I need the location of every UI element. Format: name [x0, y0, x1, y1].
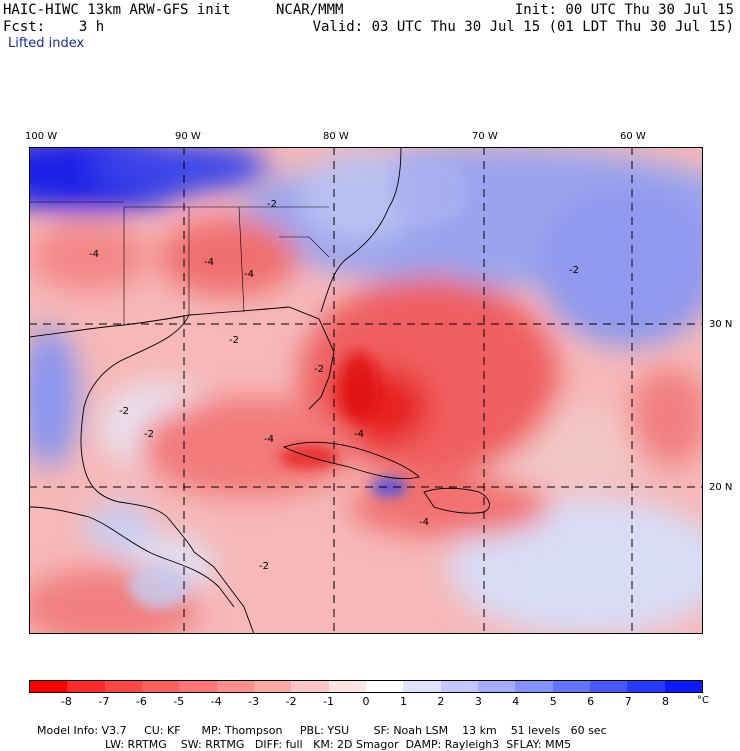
- colorbar-swatch: [67, 681, 105, 692]
- contour-label: -2: [314, 364, 324, 375]
- colorbar-swatch: [291, 681, 329, 692]
- colorbar-swatch: [141, 681, 180, 692]
- colorbar-tick-label: 8: [662, 695, 670, 708]
- colorbar-tick-label: -6: [135, 695, 147, 708]
- colorbar-swatch: [589, 681, 628, 692]
- colorbar-swatch: [30, 681, 68, 692]
- field-name: Lifted index: [8, 36, 85, 51]
- contour-label: -2: [267, 199, 277, 210]
- init-time: Init: 00 UTC Thu 30 Jul 15: [514, 2, 734, 18]
- lifted-index-map: -2 -2 -4 -4 -2 -2 -2 -4 -2 -4 -4 -2 -4: [29, 147, 703, 634]
- contour-label: -4: [89, 249, 99, 260]
- colorbar-swatch: [179, 681, 217, 692]
- levels: 51 levels: [510, 724, 561, 737]
- lat-lon-grid: [29, 147, 703, 634]
- valid-time: Valid: 03 UTC Thu 30 Jul 15 (01 LDT Thu …: [312, 19, 734, 35]
- colorbar-tick-label: 2: [437, 695, 445, 708]
- central-america: [29, 506, 235, 608]
- colorbar-tick-label: 6: [587, 695, 595, 708]
- mp-scheme: MP: Thompson: [201, 724, 283, 737]
- colorbar-tick-label: -2: [285, 695, 297, 708]
- colorbar-swatch: [552, 681, 590, 692]
- colorbar-tick-label: 0: [362, 695, 370, 708]
- colorbar-tick-label: -4: [210, 695, 222, 708]
- colorbar-tick-label: 3: [474, 695, 482, 708]
- lon-label-80w: 80 W: [323, 131, 349, 142]
- org-label: NCAR/MMM: [276, 2, 344, 18]
- cuba: [282, 441, 420, 480]
- colorbar-tick-label: -3: [248, 695, 260, 708]
- contour-label: -2: [229, 335, 239, 346]
- cu-scheme: CU: KF: [144, 724, 181, 737]
- colorbar-tick-label: -7: [98, 695, 110, 708]
- colorbar-swatch: [328, 681, 366, 692]
- colorbar-unit: °C: [697, 695, 709, 706]
- model-info: Model Info: V3.7: [37, 724, 127, 737]
- colorbar-swatch: [515, 681, 553, 692]
- contour-label: -2: [119, 406, 129, 417]
- colorbar-tick-label: -8: [60, 695, 72, 708]
- resolution: 13 km: [462, 724, 497, 737]
- model-title: HAIC-HIWC 13km ARW-GFS init: [3, 2, 231, 18]
- forecast-hour: Fcst: 3 h: [3, 19, 105, 35]
- colorbar-swatch: [664, 681, 702, 692]
- lon-label-60w: 60 W: [620, 131, 646, 142]
- gulf-coast: [29, 306, 335, 634]
- contour-labels: -2 -2 -4 -4 -2 -2 -2 -4 -2 -4 -4 -2 -4: [89, 199, 579, 572]
- colorbar-swatch: [403, 681, 441, 692]
- colorbar-swatch: [216, 681, 254, 692]
- contour-label: -4: [204, 257, 214, 268]
- map-frame: [29, 147, 703, 634]
- state-borders: [29, 201, 330, 325]
- colorbar-swatch: [440, 681, 478, 692]
- footer-line-2: LW: RRTMG SW: RRTMG DIFF: full KM: 2D Sm…: [98, 725, 571, 751]
- timestep: 60 sec: [570, 724, 607, 737]
- contour-label: -2: [144, 429, 154, 440]
- footer-line-1: Model Info: V3.7 CU: KF MP: Thompson PBL…: [30, 711, 607, 737]
- lon-label-90w: 90 W: [175, 131, 201, 142]
- colorbar-tick-label: -1: [323, 695, 335, 708]
- colorbar-swatch: [253, 681, 292, 692]
- lon-label-100w: 100 W: [25, 131, 58, 142]
- contour-label: -4: [419, 517, 429, 528]
- hispaniola: [423, 487, 490, 514]
- shaded-field: [29, 147, 703, 634]
- colorbar-tick-label: 5: [549, 695, 557, 708]
- colorbar: [29, 680, 703, 693]
- colorbar-tick-label: 4: [512, 695, 520, 708]
- atlantic-coast: [320, 147, 402, 313]
- contour-label: -4: [244, 269, 254, 280]
- colorbar-swatch: [477, 681, 516, 692]
- colorbar-tick-label: 1: [399, 695, 407, 708]
- colorbar-swatch: [104, 681, 142, 692]
- colorbar-swatch: [365, 681, 404, 692]
- contour-label: -4: [354, 429, 364, 440]
- colorbar-tick-label: 7: [624, 695, 632, 708]
- contour-label: -4: [264, 434, 274, 445]
- pbl-scheme: PBL: YSU: [299, 724, 350, 737]
- colorbar-swatch: [627, 681, 665, 692]
- colorbar-tick-label: -5: [173, 695, 185, 708]
- contour-label: -2: [259, 561, 269, 572]
- lon-label-70w: 70 W: [472, 131, 498, 142]
- sf-scheme: SF: Noah LSM: [373, 724, 449, 737]
- lat-label-30n: 30 N: [709, 319, 733, 330]
- contour-label: -2: [569, 265, 579, 276]
- coastlines: [29, 147, 490, 634]
- lat-label-20n: 20 N: [709, 482, 733, 493]
